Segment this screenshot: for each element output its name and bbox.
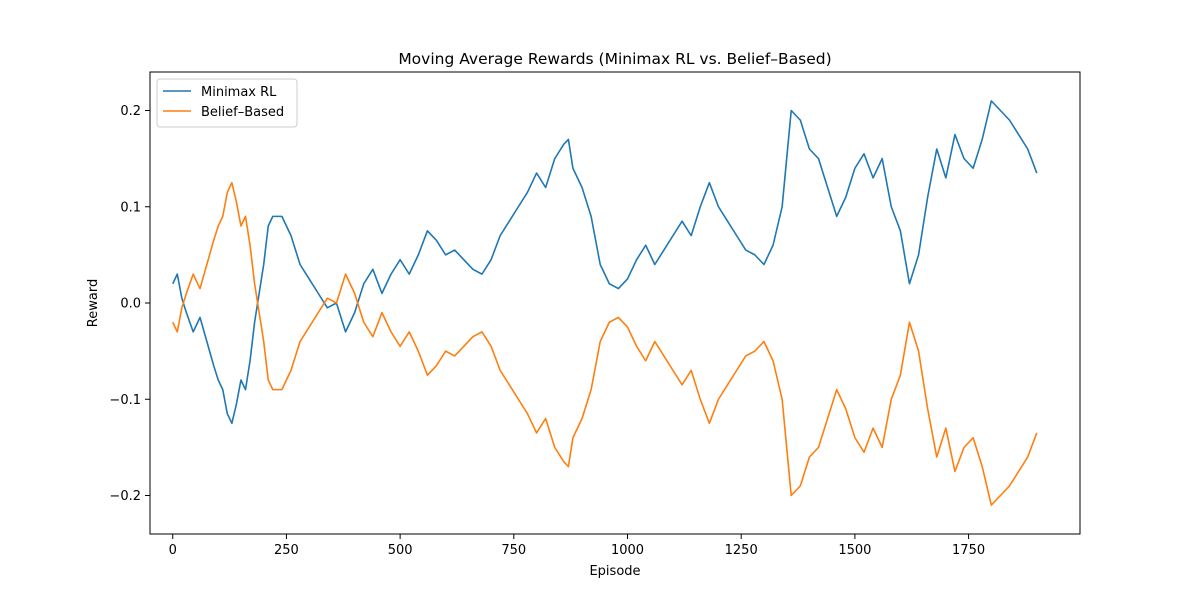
chart-title: Moving Average Rewards (Minimax RL vs. B… [398, 50, 831, 68]
legend-label-belief-based: Belief–Based [201, 105, 284, 120]
legend-box [156, 78, 298, 128]
legend: Minimax RL Belief–Based [156, 78, 298, 128]
x-tick-label: 1000 [611, 543, 644, 558]
x-tick-label: 250 [274, 543, 299, 558]
x-axis-ticks: 0 250 500 750 1000 1250 1500 1750 [169, 534, 985, 558]
x-tick-label: 750 [501, 543, 526, 558]
x-tick-label: 1500 [838, 543, 871, 558]
y-tick-label: 0.1 [120, 200, 141, 215]
series-line-belief-based [172, 181, 1038, 506]
y-axis-label: Reward [86, 279, 101, 327]
y-tick-label: −0.1 [109, 393, 141, 408]
series-layer [172, 100, 1038, 506]
x-tick-label: 1750 [952, 543, 985, 558]
legend-label-minimax-rl: Minimax RL [201, 85, 277, 100]
x-tick-label: 500 [388, 543, 413, 558]
y-axis-ticks: −0.2 −0.1 0.0 0.1 0.2 [109, 104, 150, 504]
plot-frame [149, 71, 1081, 535]
y-tick-label: 0.0 [120, 297, 141, 312]
x-axis-label: Episode [589, 564, 640, 579]
y-tick-label: −0.2 [109, 489, 141, 504]
x-tick-label: 1250 [725, 543, 758, 558]
x-tick-label: 0 [169, 543, 177, 558]
y-tick-label: 0.2 [120, 104, 141, 119]
series-line-minimax-rl [172, 100, 1038, 425]
